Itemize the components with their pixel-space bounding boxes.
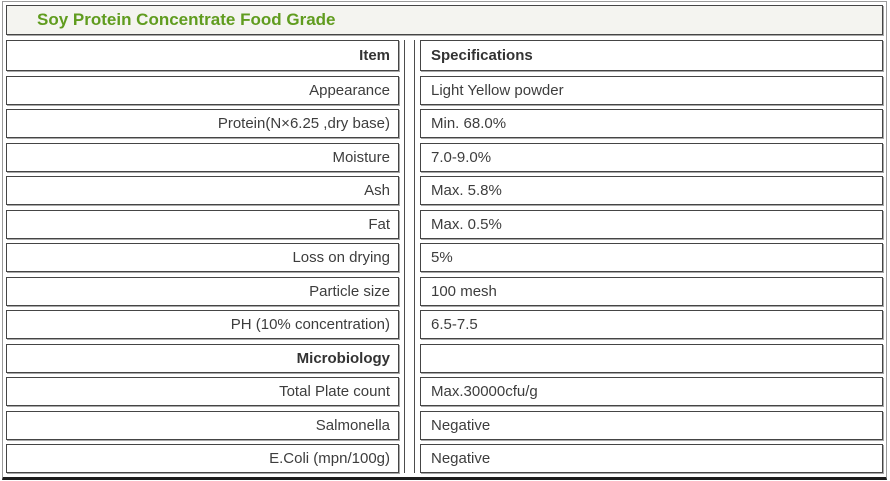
item-cell-moisture: Moisture bbox=[6, 142, 399, 172]
item-cell-appearance: Appearance bbox=[6, 75, 399, 105]
item-cell-ph: PH (10% concentration) bbox=[6, 310, 399, 339]
item-cell-loss-on-drying: Loss on drying bbox=[6, 243, 399, 272]
spec-cell-ash: Max. 5.8% bbox=[420, 176, 883, 205]
spec-cell-appearance: Light Yellow powder bbox=[420, 75, 883, 105]
spec-cell-moisture: 7.0-9.0% bbox=[420, 142, 883, 172]
spec-cell-ecoli: Negative bbox=[420, 444, 883, 473]
item-cell-ash: Ash bbox=[6, 176, 399, 205]
spec-cell-total-plate-count: Max.30000cfu/g bbox=[420, 377, 883, 406]
spec-cell-salmonella: Negative bbox=[420, 410, 883, 440]
item-cell-salmonella: Salmonella bbox=[6, 410, 399, 440]
specifications-column: Specifications Light Yellow powder Min. … bbox=[420, 40, 883, 473]
item-cell-particle-size: Particle size bbox=[6, 276, 399, 306]
spec-cell-microbiology bbox=[420, 343, 883, 373]
item-cell-microbiology: Microbiology bbox=[6, 343, 399, 373]
spec-cell-fat: Max. 0.5% bbox=[420, 209, 883, 239]
spec-cell-loss-on-drying: 5% bbox=[420, 243, 883, 272]
spec-cell-protein: Min. 68.0% bbox=[420, 109, 883, 138]
table-body: Item Appearance Protein(N×6.25 ,dry base… bbox=[6, 40, 883, 473]
column-divider bbox=[404, 40, 415, 473]
item-column: Item Appearance Protein(N×6.25 ,dry base… bbox=[6, 40, 399, 473]
spec-cell-ph: 6.5-7.5 bbox=[420, 310, 883, 339]
table-title: Soy Protein Concentrate Food Grade bbox=[6, 5, 883, 35]
item-cell-fat: Fat bbox=[6, 209, 399, 239]
item-cell-protein: Protein(N×6.25 ,dry base) bbox=[6, 109, 399, 138]
spec-cell-particle-size: 100 mesh bbox=[420, 276, 883, 306]
column-header-specifications: Specifications bbox=[420, 40, 883, 71]
item-cell-ecoli: E.Coli (mpn/100g) bbox=[6, 444, 399, 473]
item-cell-total-plate-count: Total Plate count bbox=[6, 377, 399, 406]
column-header-item: Item bbox=[6, 40, 399, 71]
